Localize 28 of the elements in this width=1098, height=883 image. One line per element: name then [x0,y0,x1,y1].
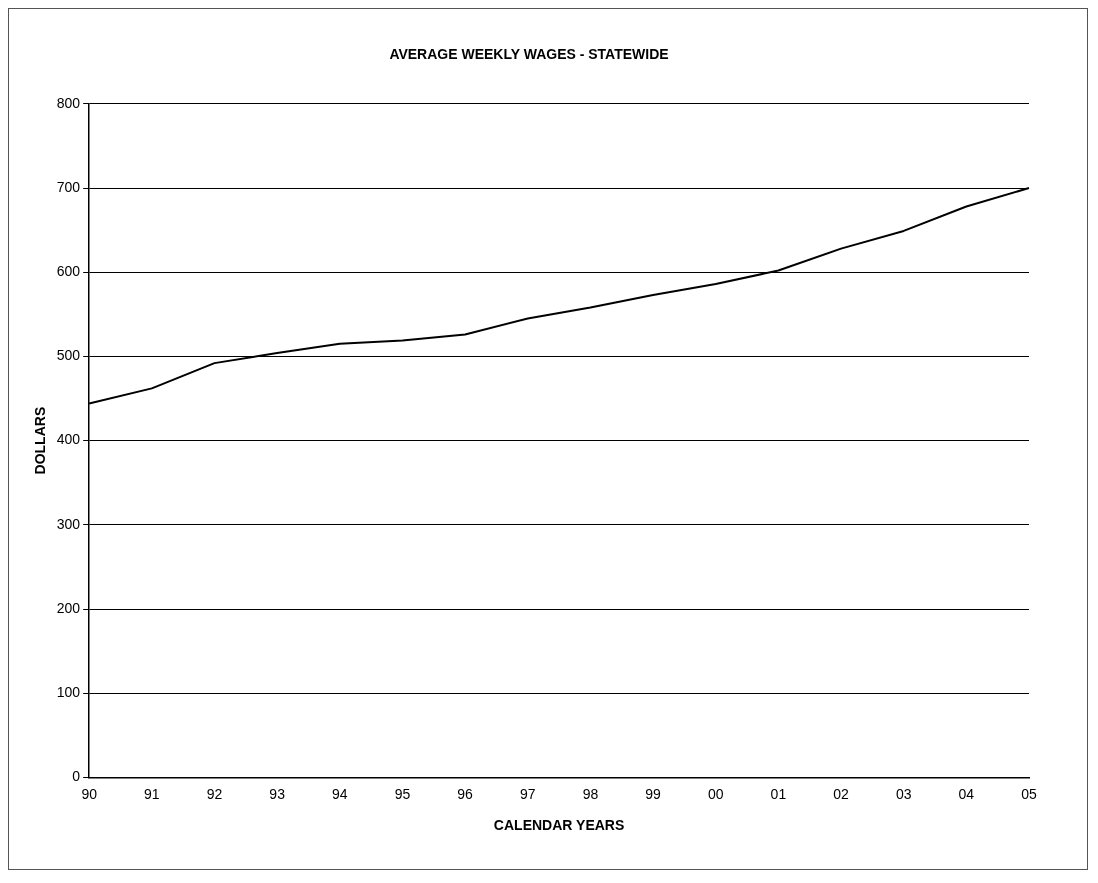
x-tick-label: 99 [645,785,662,802]
y-tick-label: 500 [56,347,81,364]
x-tick-label: 91 [144,785,160,802]
x-tick-label: 92 [206,785,223,802]
x-tick-label: 95 [394,785,411,802]
x-tick-label: 98 [582,785,599,802]
x-tick-label: 90 [81,785,98,802]
x-axis-title: CALENDAR YEARS [493,817,625,834]
x-tick-label: 93 [269,785,286,802]
y-tick-label: 300 [56,515,81,532]
x-tick-label: 00 [707,785,724,802]
x-tick-label: 97 [519,785,536,802]
chart-title: AVERAGE WEEKLY WAGES - STATEWIDE [389,46,669,63]
x-tick-label: 05 [1021,785,1037,802]
y-tick-label: 400 [56,431,81,448]
x-tick-label: 94 [331,785,348,802]
y-tick-label: 800 [56,94,81,111]
y-tick-label: 0 [72,768,81,785]
y-axis-title: DOLLARS [32,406,49,475]
x-tick-label: 02 [833,785,850,802]
x-tick-label: 01 [770,785,787,802]
x-tick-label: 96 [457,785,474,802]
x-tick-label: 03 [895,785,912,802]
y-tick-label: 200 [56,599,81,616]
y-tick-label: 100 [56,684,81,701]
y-tick-label: 600 [56,263,81,280]
x-tick-label: 04 [958,785,975,802]
y-tick-label: 700 [56,178,81,195]
